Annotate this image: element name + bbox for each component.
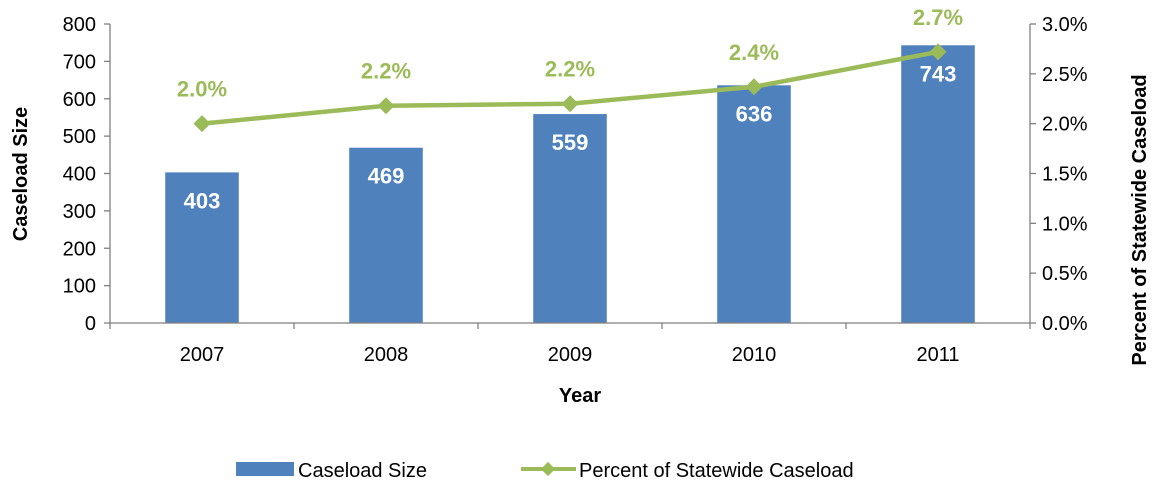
y-tick-label-300: 300 (63, 201, 96, 223)
y2-tick-label-2.0%: 2.0% (1042, 114, 1088, 136)
legend: Caseload Size Percent of Statewide Casel… (236, 460, 854, 482)
y2-tick-label-0.5%: 0.5% (1042, 263, 1088, 285)
y2-tick-label-0.0%: 0.0% (1042, 313, 1088, 335)
y-tick-label-0: 0 (85, 313, 96, 335)
bar-label-2008: 469 (368, 164, 405, 189)
bar-label-2009: 559 (552, 130, 589, 155)
bar-label-2011: 743 (920, 61, 957, 86)
y-tick-label-600: 600 (63, 89, 96, 111)
bar-2010 (717, 85, 791, 323)
x-tick-label-2009: 2009 (548, 344, 593, 366)
bar-2008 (349, 147, 423, 323)
x-tick-label-2011: 2011 (916, 344, 959, 366)
y-tick-label-200: 200 (63, 238, 96, 260)
y-tick-label-500: 500 (63, 126, 96, 148)
bars-layer: 403 469 559 636 743 (165, 45, 975, 324)
y-axis-title: Caseload Size (10, 107, 32, 242)
legend-marker-percent (540, 461, 556, 477)
percent-marker-2008 (377, 97, 395, 115)
y2-tick-label-3.0%: 3.0% (1042, 14, 1088, 36)
bar-label-2007: 403 (184, 188, 221, 213)
y2-tick-label-2.5%: 2.5% (1042, 64, 1088, 86)
y2-tick-label-1.5%: 1.5% (1042, 164, 1088, 186)
percent-label-2011: 2.7% (913, 5, 963, 30)
bar-2007 (165, 172, 239, 323)
legend-label-caseload-size: Caseload Size (298, 460, 427, 482)
percent-label-2009: 2.2% (545, 57, 595, 82)
y2-axis-title: Percent of Statewide Caseload (1129, 74, 1151, 365)
percent-marker-2009 (561, 95, 579, 113)
percent-label-2008: 2.2% (361, 59, 411, 84)
percent-marker-2007 (193, 115, 211, 133)
x-tick-label-2010: 2010 (732, 344, 777, 366)
y-tick-label-100: 100 (63, 276, 96, 298)
x-tick-label-2008: 2008 (364, 344, 409, 366)
y-tick-label-700: 700 (63, 51, 96, 73)
legend-label-percent: Percent of Statewide Caseload (579, 460, 854, 482)
percent-label-2007: 2.0% (177, 77, 227, 102)
axes-layer: 0 100 200 300 400 500 600 700 800 0.0% 0.5% 1.0% 1.5… (63, 14, 1088, 366)
percent-marker-2010 (745, 78, 763, 96)
y2-tick-label-1.0%: 1.0% (1042, 213, 1088, 235)
y-tick-label-800: 800 (63, 14, 96, 36)
legend-swatch-caseload-size (236, 462, 294, 476)
x-tick-label-2007: 2007 (180, 344, 225, 366)
bar-2011 (901, 45, 975, 324)
line-layer: 2.0% 2.2% 2.2% 2.4% 2.7% (177, 5, 963, 133)
bar-2009 (533, 114, 607, 323)
bar-label-2010: 636 (736, 101, 773, 126)
x-axis-title: Year (559, 385, 601, 407)
percent-label-2010: 2.4% (729, 40, 779, 65)
percent-marker-2011 (929, 43, 947, 61)
y-tick-label-400: 400 (63, 164, 96, 186)
